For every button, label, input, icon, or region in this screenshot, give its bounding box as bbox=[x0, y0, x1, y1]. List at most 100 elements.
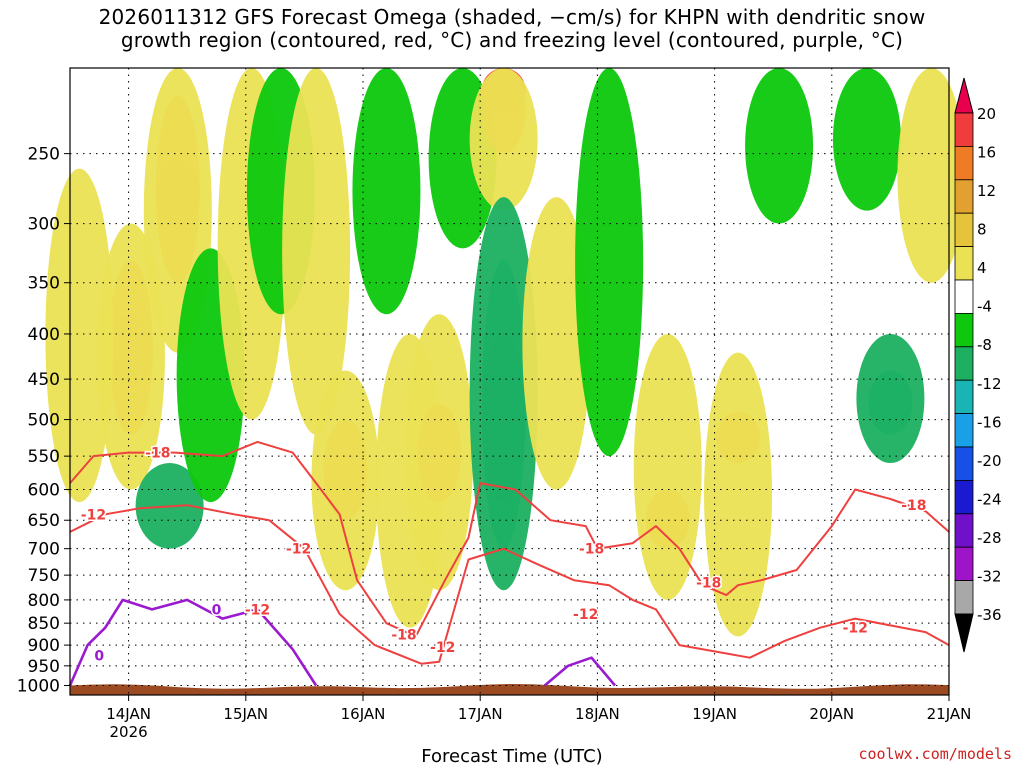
omega-cell bbox=[745, 68, 814, 224]
y-axis: 2503003504004505005506006507007508008509… bbox=[17, 145, 70, 697]
x-tick-label: 19JAN bbox=[692, 705, 737, 723]
dgz-contour-label: -18 bbox=[696, 576, 721, 592]
omega-cell bbox=[352, 68, 421, 315]
credit-text: coolwx.com/models bbox=[858, 745, 1012, 763]
colorbar-bottom-arrow bbox=[954, 613, 974, 653]
colorbar-label: -20 bbox=[977, 452, 1002, 470]
freezing-contour-label: 0 bbox=[212, 602, 222, 618]
colorbar-segment bbox=[954, 413, 974, 448]
y-tick-label: 550 bbox=[28, 447, 60, 467]
x-tick-label: 21JAN bbox=[927, 705, 972, 723]
omega-cell bbox=[856, 333, 925, 464]
dgz-contour-label: -18 bbox=[391, 627, 416, 643]
colorbar-label: 12 bbox=[977, 182, 996, 200]
colorbar: 20 16 12 8 4 -4 -8 -12 -16 -20 -24 -28 -32 -36 bbox=[954, 77, 1002, 653]
x-axis-title: Forecast Time (UTC) bbox=[421, 746, 603, 767]
colorbar-label: 16 bbox=[977, 144, 996, 162]
dgz-contour-line bbox=[69, 504, 950, 665]
omega-cell bbox=[832, 68, 901, 211]
colorbar-label: 8 bbox=[977, 221, 987, 239]
colorbar-segment bbox=[954, 346, 974, 381]
colorbar-label: -16 bbox=[977, 413, 1002, 431]
x-tick-label: 15JAN bbox=[223, 705, 268, 723]
omega-cell bbox=[522, 197, 591, 490]
colorbar-top-arrow bbox=[954, 77, 974, 114]
colorbar-segment bbox=[954, 580, 974, 615]
colorbar-segment bbox=[954, 212, 974, 247]
dgz-contour-label: -12 bbox=[245, 602, 270, 618]
omega-cell bbox=[45, 168, 114, 503]
dgz-contour-label: -12 bbox=[573, 607, 598, 623]
colorbar-label: -36 bbox=[977, 606, 1002, 624]
y-tick-label: 350 bbox=[28, 274, 60, 294]
y-tick-label: 750 bbox=[28, 566, 60, 586]
y-tick-label: 300 bbox=[28, 215, 60, 235]
omega-cell bbox=[311, 370, 380, 591]
colorbar-segment bbox=[954, 246, 974, 281]
ground-layer bbox=[70, 684, 949, 695]
colorbar-label: -4 bbox=[977, 298, 992, 316]
dgz-contour-label: -18 bbox=[579, 542, 604, 558]
dgz-contour-label: -12 bbox=[843, 621, 868, 637]
y-tick-label: 250 bbox=[28, 145, 60, 165]
y-tick-label: 500 bbox=[28, 411, 60, 431]
y-tick-label: 600 bbox=[28, 481, 60, 501]
omega-cell bbox=[469, 197, 538, 591]
y-tick-label: 450 bbox=[28, 370, 60, 390]
freezing-contour-label: 0 bbox=[94, 649, 104, 665]
y-tick-label: 800 bbox=[28, 591, 60, 611]
dgz-contour-line bbox=[69, 440, 950, 638]
freezing-level-contour-line bbox=[68, 598, 318, 687]
colorbar-segment bbox=[954, 379, 974, 415]
y-tick-label: 1000 bbox=[17, 677, 60, 697]
omega-cell bbox=[96, 223, 165, 490]
y-tick-label: 900 bbox=[28, 636, 60, 656]
dgz-contour-label: -12 bbox=[286, 542, 311, 558]
y-tick-label: 850 bbox=[28, 614, 60, 634]
omega-cell bbox=[469, 68, 538, 211]
colorbar-label: -32 bbox=[977, 567, 1002, 585]
colorbar-label: 20 bbox=[977, 105, 996, 123]
x-tick-label: 17JAN bbox=[458, 705, 503, 723]
x-tick-year-label: 2026 bbox=[110, 723, 148, 741]
plot-frame bbox=[69, 67, 950, 696]
omega-cell bbox=[405, 314, 474, 591]
colorbar-label: -28 bbox=[977, 529, 1002, 547]
colorbar-label: -12 bbox=[977, 375, 1002, 393]
x-tick-label: 20JAN bbox=[809, 705, 854, 723]
y-tick-label: 950 bbox=[28, 657, 60, 677]
x-tick-label: 14JAN bbox=[106, 705, 151, 723]
y-tick-label: 700 bbox=[28, 540, 60, 560]
colorbar-segment bbox=[954, 179, 974, 214]
colorbar-label: -8 bbox=[977, 336, 992, 354]
colorbar-segment bbox=[954, 513, 974, 548]
contour-layer: -18 -12 -12 -18 -12 -18 -12 -18 -18 -12 -12 0 0 bbox=[68, 440, 950, 687]
ground-surface bbox=[70, 684, 949, 695]
y-tick-label: 400 bbox=[28, 325, 60, 345]
omega-cell bbox=[633, 333, 702, 600]
omega-cell bbox=[282, 68, 351, 435]
dgz-contour-label: -12 bbox=[81, 507, 106, 523]
colorbar-segment bbox=[954, 112, 974, 147]
colorbar-segment bbox=[954, 546, 974, 582]
dgz-contour-label: -12 bbox=[430, 640, 455, 656]
omega-shading-layer bbox=[45, 67, 966, 637]
y-tick-label: 650 bbox=[28, 511, 60, 531]
x-tick-label: 18JAN bbox=[575, 705, 620, 723]
colorbar-label: -24 bbox=[977, 490, 1002, 508]
dgz-contour-label: -18 bbox=[901, 498, 926, 514]
freezing-level-contour-line bbox=[543, 656, 616, 687]
chart-title: 2026011312 GFS Forecast Omega (shaded, −… bbox=[98, 5, 926, 52]
omega-cell bbox=[575, 67, 644, 457]
colorbar-segment bbox=[954, 145, 974, 181]
colorbar-label: 4 bbox=[977, 259, 987, 277]
colorbar-segment bbox=[954, 479, 974, 515]
omega-cell bbox=[704, 352, 773, 637]
colorbar-segment bbox=[954, 446, 974, 481]
dgz-contour-label: -18 bbox=[145, 446, 170, 462]
colorbar-segment bbox=[954, 312, 974, 348]
x-tick-label: 16JAN bbox=[341, 705, 386, 723]
colorbar-segment bbox=[954, 279, 974, 314]
